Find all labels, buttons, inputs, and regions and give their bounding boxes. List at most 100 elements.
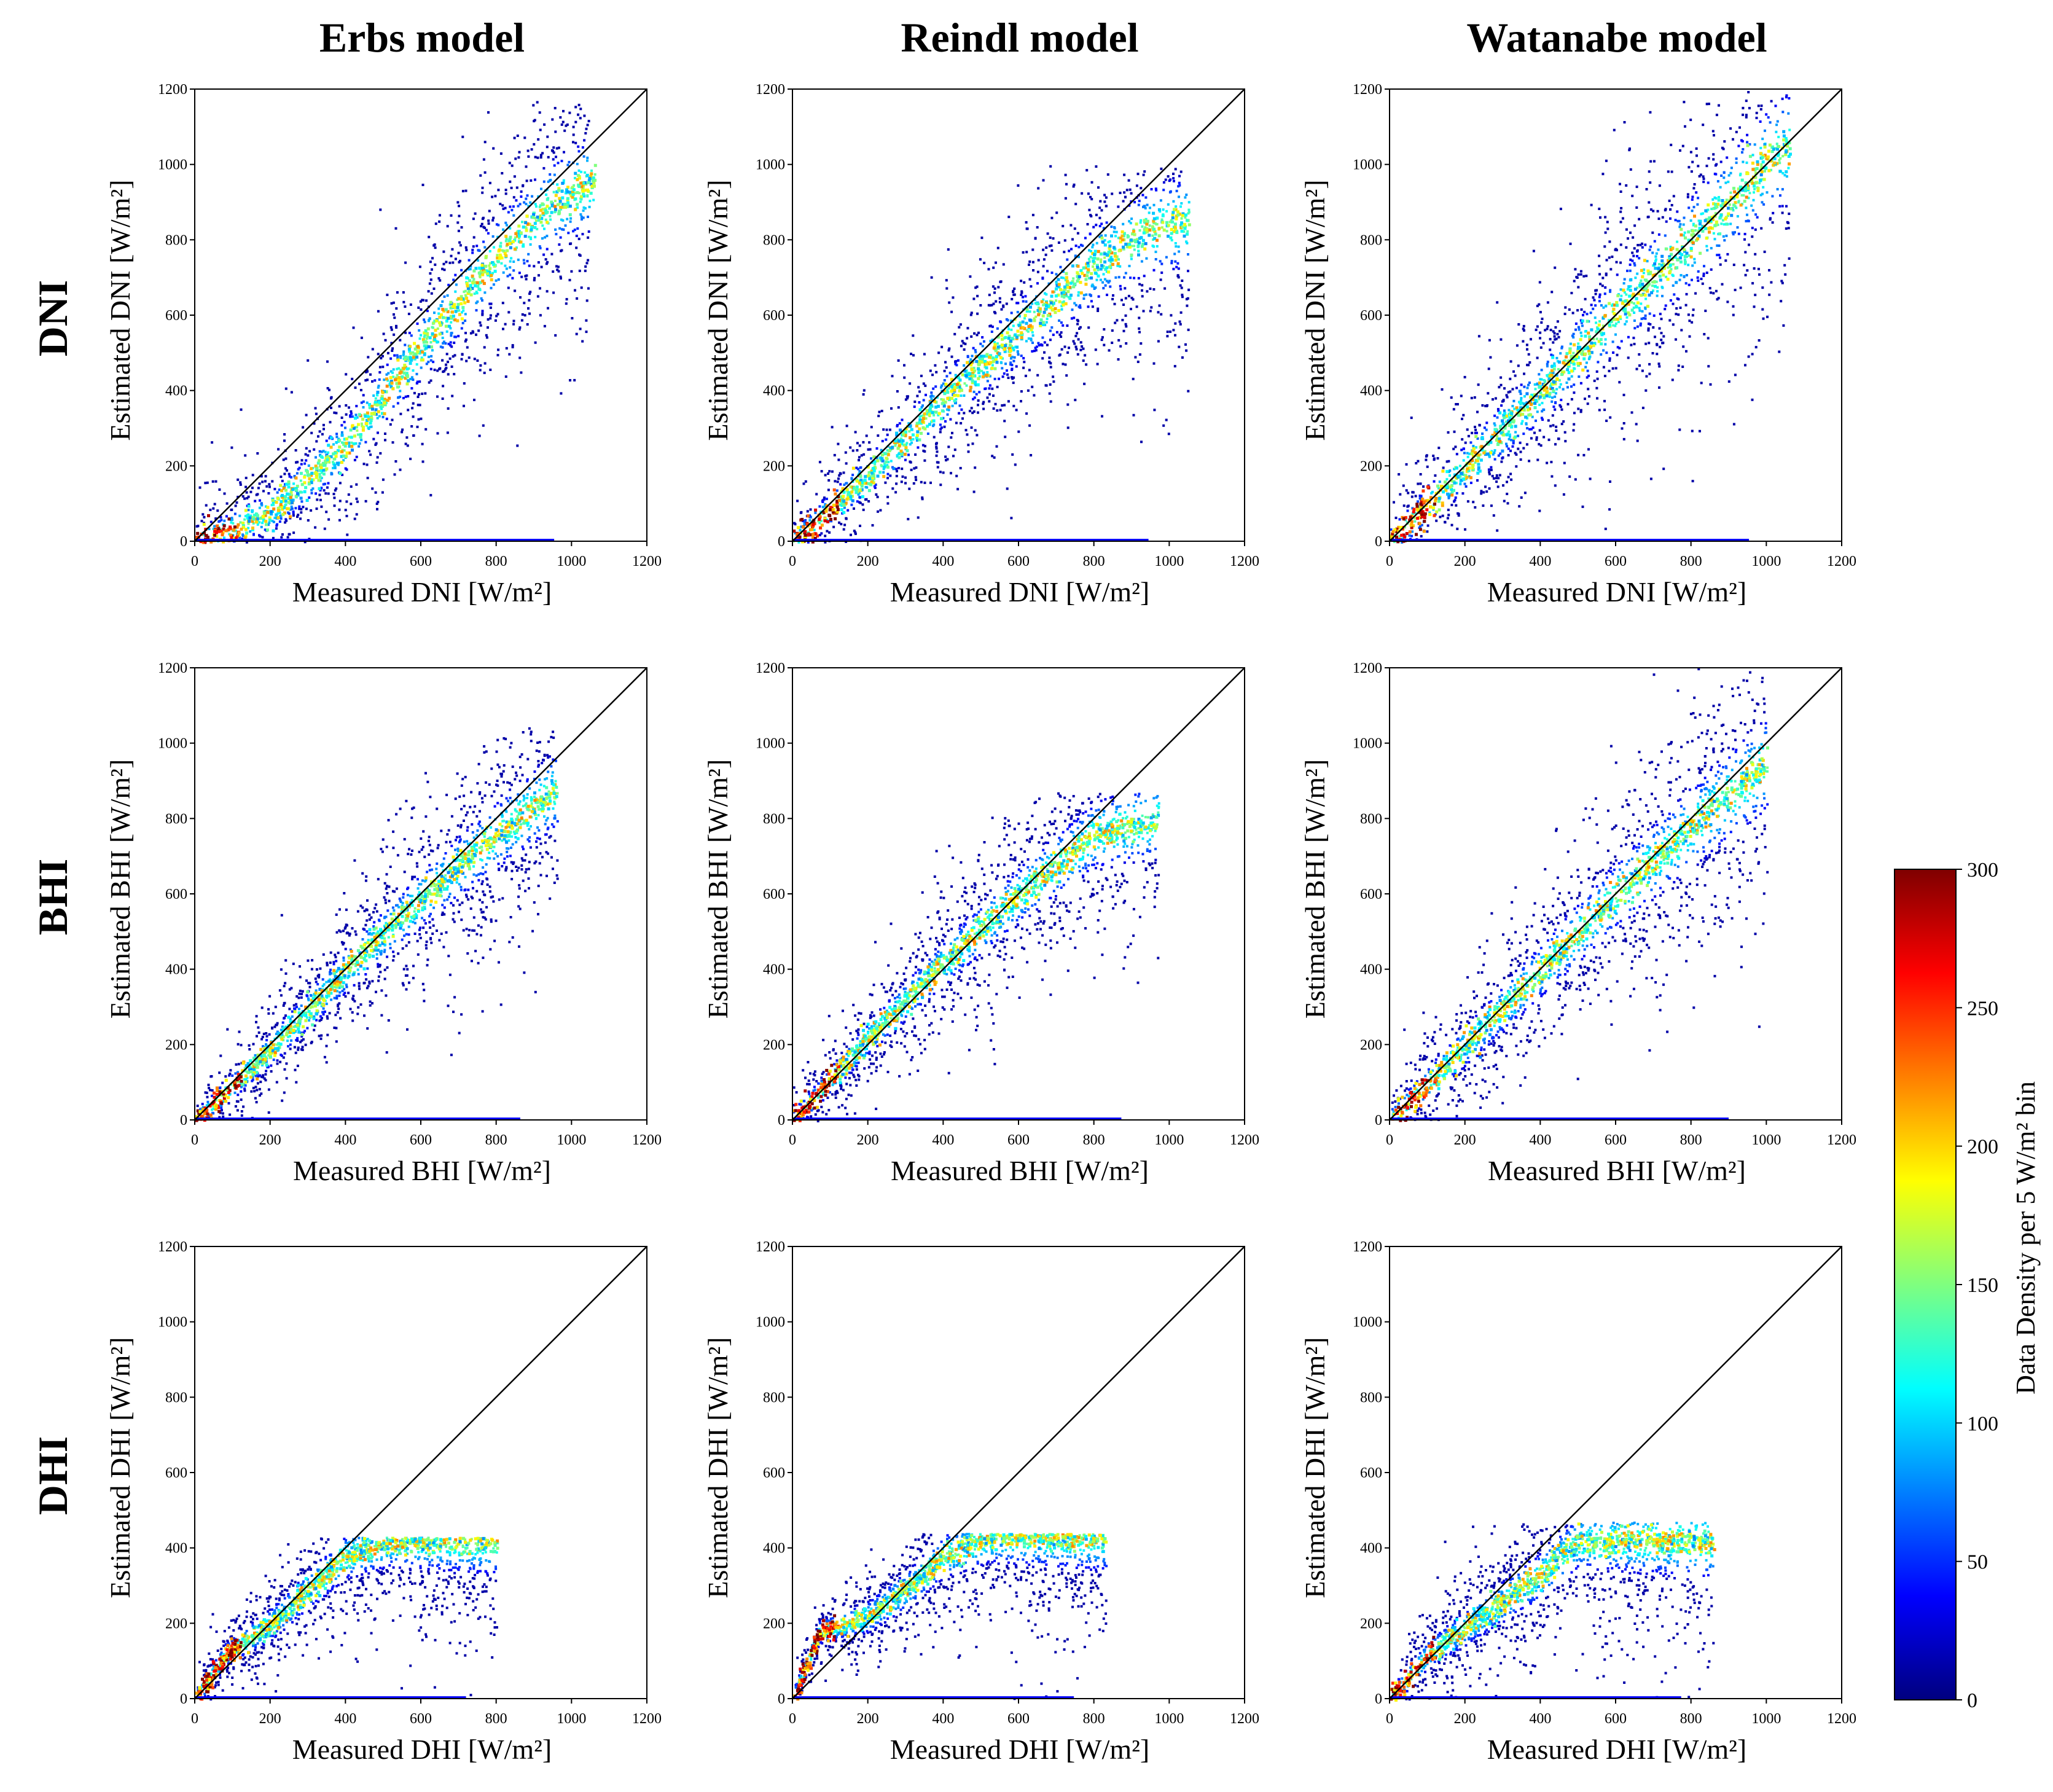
density-point [381,491,384,494]
density-point [978,391,980,393]
density-point [259,507,261,509]
density-point [1121,319,1124,321]
density-point [1122,303,1125,306]
density-point [1141,289,1143,292]
density-point [377,417,379,420]
density-point [264,480,267,482]
density-point [537,138,539,141]
density-point [429,260,432,263]
density-point [561,197,564,200]
density-point [1116,231,1118,233]
density-point [541,224,544,227]
density-point [551,205,554,208]
density-point [1049,245,1051,248]
density-point [846,425,848,427]
density-point [526,260,529,262]
density-point [319,475,322,479]
density-point [915,476,917,479]
density-point [1167,203,1170,206]
density-point [317,435,319,437]
density-point [234,513,237,515]
density-point [505,192,507,195]
density-point [931,374,934,376]
density-point [1151,188,1153,190]
density-point [519,296,522,299]
density-point [482,241,485,243]
density-point [266,528,269,531]
figure: Erbs model Reindl model Watanabe model D… [0,0,2053,1792]
density-point [1165,419,1168,421]
density-point [374,401,377,404]
density-point [461,226,463,229]
density-point [1178,267,1180,270]
density-point [464,313,467,315]
density-point [301,459,303,461]
density-point [260,526,263,528]
density-point [1101,338,1103,341]
density-point [461,358,463,361]
density-point [559,200,562,203]
density-point [472,331,474,334]
density-point [512,346,514,348]
density-point [481,192,483,194]
density-point [482,187,484,189]
density-point [569,213,572,216]
density-point [1127,235,1130,238]
density-point [346,468,348,471]
density-point [877,415,880,417]
density-point [1029,278,1031,281]
density-point [475,309,478,311]
density-point [1181,356,1184,359]
density-point [557,189,560,192]
density-point [442,316,445,319]
density-point [509,242,512,245]
density-point [1038,259,1040,262]
density-point [1179,205,1182,208]
density-point [836,490,839,492]
density-point [1175,245,1177,248]
density-point [428,290,430,292]
density-point [588,120,590,122]
density-point [961,340,964,342]
density-point [948,409,950,411]
density-point [315,467,318,470]
density-point [990,324,992,327]
density-point [410,387,413,389]
density-point [1130,308,1132,310]
density-point [429,283,431,285]
density-point [332,467,334,469]
density-point [988,268,990,270]
density-point [280,536,283,539]
density-point [982,345,984,347]
density-point [997,345,1000,348]
density-point [960,409,963,411]
density-point [308,496,310,499]
density-point [492,217,495,219]
density-point [944,361,947,364]
density-point [291,488,294,491]
density-point [964,382,966,385]
density-point [487,318,490,321]
density-point [1172,329,1175,331]
density-point [1007,400,1010,402]
density-point [1133,277,1135,280]
density-point [397,396,400,399]
density-point [327,518,330,521]
density-point [998,378,1000,380]
density-point [933,436,936,439]
density-point [957,359,960,362]
density-point [1031,249,1034,251]
density-point [449,358,452,360]
density-point [1065,183,1068,186]
density-point [1058,334,1061,336]
density-point [345,501,348,503]
density-point [859,445,861,447]
density-point [482,310,484,312]
density-point [396,386,399,389]
density-point [434,264,436,266]
density-point [1050,366,1052,369]
density-point [832,526,835,528]
density-point [240,409,243,411]
density-point [525,214,528,217]
density-point [514,157,517,160]
